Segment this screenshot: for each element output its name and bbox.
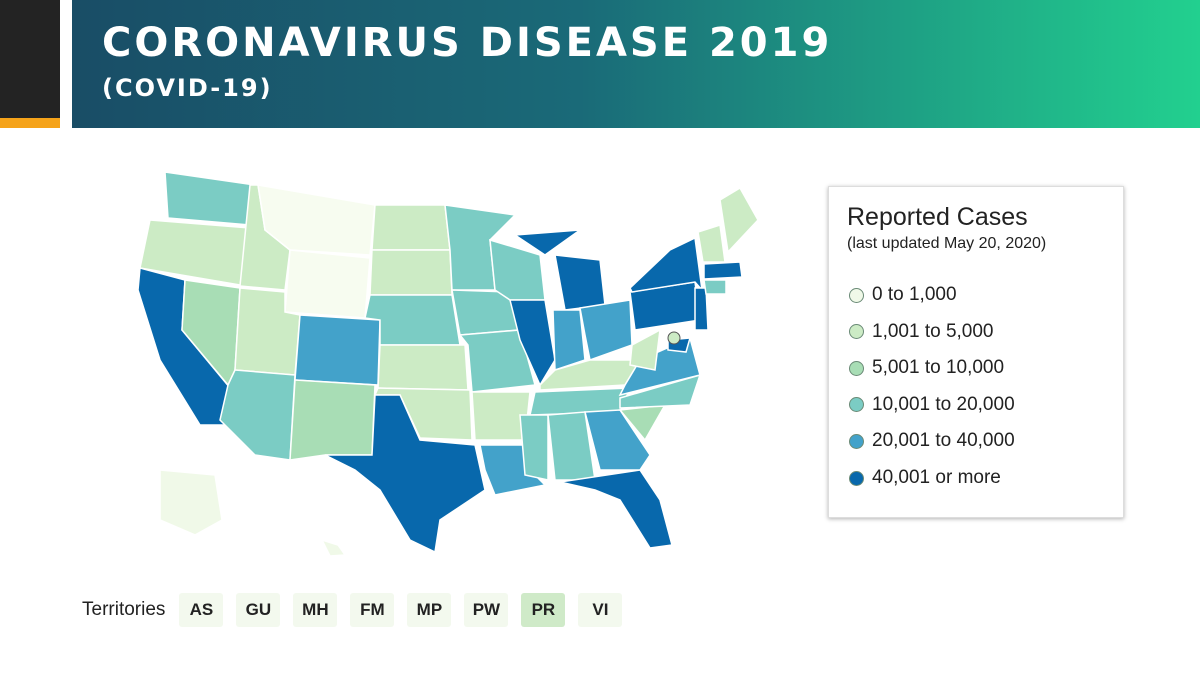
legend-label: 1,001 to 5,000 bbox=[872, 320, 994, 342]
territories-label: Territories bbox=[82, 599, 166, 620]
legend-swatch bbox=[849, 397, 864, 413]
header-block bbox=[0, 0, 60, 118]
header-accent bbox=[0, 118, 60, 128]
legend-swatch bbox=[849, 470, 864, 486]
territory-button[interactable]: PR bbox=[521, 593, 566, 627]
legend-item: 20,001 to 40,000 bbox=[849, 429, 1015, 453]
legend-label: 40,001 or more bbox=[872, 467, 1001, 488]
legend-item: 40,001 or more bbox=[849, 466, 1001, 490]
us-map bbox=[137, 171, 759, 557]
legend-swatch bbox=[849, 324, 864, 340]
legend-item: 5,001 to 10,000 bbox=[849, 356, 1004, 380]
legend-swatch bbox=[849, 433, 864, 449]
territories: Territories AS GU MH FM MP PW PR VI bbox=[82, 593, 635, 627]
legend-label: 5,001 to 10,000 bbox=[872, 357, 1005, 379]
legend-label: 10,001 to 20,000 bbox=[872, 393, 1015, 415]
legend-title: Reported Cases bbox=[847, 203, 1028, 231]
territory-button[interactable]: GU bbox=[236, 593, 281, 627]
states bbox=[137, 171, 759, 557]
legend-item: 10,001 to 20,000 bbox=[849, 393, 1015, 417]
territory-button[interactable]: PW bbox=[464, 593, 509, 627]
legend-item: 1,001 to 5,000 bbox=[849, 320, 994, 344]
territory-button[interactable]: VI bbox=[578, 593, 623, 627]
header: CORONAVIRUS DISEASE 2019 (COVID-19) bbox=[72, 0, 1200, 128]
legend-label: 20,001 to 40,000 bbox=[872, 430, 1015, 452]
legend: Reported Cases (last updated May 20, 202… bbox=[828, 186, 1124, 518]
territory-button[interactable]: FM bbox=[350, 593, 395, 627]
territory-button[interactable]: MP bbox=[407, 593, 452, 627]
legend-item: 0 to 1,000 bbox=[849, 283, 957, 307]
title: CORONAVIRUS DISEASE 2019 bbox=[102, 20, 833, 66]
legend-swatch bbox=[849, 360, 864, 376]
territory-button[interactable]: MH bbox=[293, 593, 338, 627]
legend-label: 0 to 1,000 bbox=[872, 284, 957, 305]
territory-button[interactable]: AS bbox=[179, 593, 224, 627]
subtitle: (COVID-19) bbox=[102, 74, 273, 102]
legend-subtitle: (last updated May 20, 2020) bbox=[847, 235, 1047, 252]
legend-swatch bbox=[849, 287, 864, 303]
